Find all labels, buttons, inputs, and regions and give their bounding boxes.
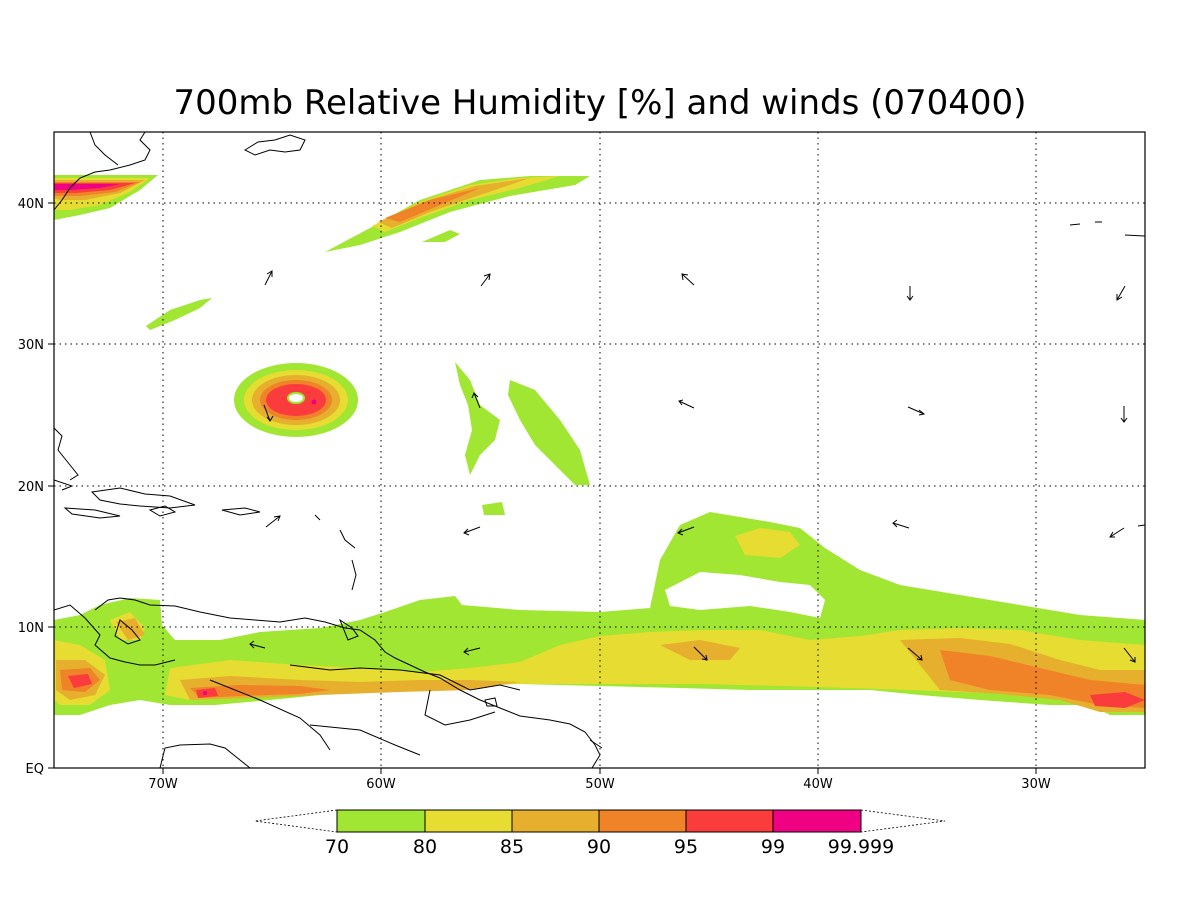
colorbar-swatch bbox=[424, 809, 513, 833]
colorbar-label: 90 bbox=[587, 836, 611, 858]
gridlines bbox=[54, 132, 1145, 768]
x-tick-label: 50W bbox=[585, 777, 615, 792]
colorbar-swatch bbox=[511, 809, 600, 833]
colorbar-label: 99 bbox=[761, 836, 785, 858]
colorbar-label: 99.999 bbox=[828, 836, 894, 858]
colorbar-swatch bbox=[598, 809, 687, 833]
colorbar-label: 80 bbox=[413, 836, 437, 858]
wind-vectors bbox=[249, 270, 1136, 663]
x-axis-labels: 70W 60W 50W 40W 30W bbox=[148, 777, 1051, 792]
colorbar-label: 70 bbox=[325, 836, 349, 858]
colorbar-right-extension bbox=[860, 809, 946, 833]
colorbar-left-extension bbox=[254, 809, 338, 833]
y-tick-label: EQ bbox=[26, 762, 44, 777]
map-title: 700mb Relative Humidity [%] and winds (0… bbox=[174, 83, 1027, 123]
y-tick-label: 40N bbox=[18, 197, 44, 212]
colorbar: 70 80 85 90 95 99 99.999 bbox=[254, 809, 946, 858]
hurricane-eye bbox=[287, 392, 305, 404]
axis-tick-marks bbox=[48, 202, 1037, 774]
colorbar-label: 95 bbox=[674, 836, 698, 858]
x-tick-label: 70W bbox=[148, 777, 178, 792]
rh-band-99-100 bbox=[54, 184, 317, 695]
coastlines bbox=[54, 132, 1145, 768]
y-axis-labels: EQ 10N 20N 30N 40N bbox=[18, 197, 44, 777]
colorbar-swatch bbox=[685, 809, 774, 833]
y-tick-label: 10N bbox=[18, 621, 44, 636]
x-tick-label: 60W bbox=[366, 777, 396, 792]
map-plot-area bbox=[54, 132, 1145, 768]
y-tick-label: 20N bbox=[18, 480, 44, 495]
y-tick-label: 30N bbox=[18, 338, 44, 353]
colorbar-swatch bbox=[772, 809, 862, 833]
dry-slot bbox=[665, 572, 825, 618]
x-tick-label: 40W bbox=[803, 777, 833, 792]
colorbar-swatch bbox=[336, 809, 426, 833]
colorbar-label: 85 bbox=[500, 836, 524, 858]
x-tick-label: 30W bbox=[1021, 777, 1051, 792]
